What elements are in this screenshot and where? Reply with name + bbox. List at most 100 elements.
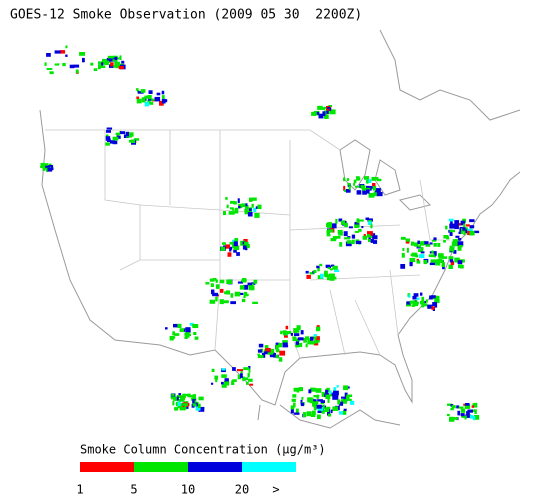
smoke-pixel xyxy=(329,276,333,279)
smoke-pixel xyxy=(368,192,375,198)
smoke-pixel xyxy=(443,235,449,239)
smoke-pixel xyxy=(232,243,235,249)
smoke-pixel xyxy=(296,387,300,393)
smoke-pixel xyxy=(226,382,230,386)
smoke-pixel xyxy=(226,290,230,295)
smoke-pixel xyxy=(453,417,458,420)
smoke-pixel xyxy=(376,192,383,197)
smoke-pixel xyxy=(107,55,114,59)
smoke-pixel xyxy=(347,182,351,186)
smoke-pixel xyxy=(242,278,247,283)
smoke-pixel xyxy=(293,387,299,392)
smoke-pixel xyxy=(349,400,355,405)
smoke-pixel xyxy=(257,349,262,353)
smoke-pixel xyxy=(457,260,463,265)
smoke-pixel xyxy=(324,270,328,275)
smoke-pixel xyxy=(205,282,210,285)
smoke-pixel xyxy=(405,238,410,243)
smoke-pixel xyxy=(329,273,335,277)
smoke-pixel xyxy=(159,100,164,106)
smoke-pixel xyxy=(249,208,252,212)
smoke-pixel xyxy=(420,251,425,254)
smoke-pixel xyxy=(243,295,246,298)
smoke-pixel xyxy=(366,179,369,184)
smoke-pixel xyxy=(161,90,165,95)
smoke-pixel xyxy=(215,279,218,283)
smoke-pixel xyxy=(423,260,428,265)
smoke-pixel xyxy=(325,274,330,278)
smoke-pixel xyxy=(431,250,434,254)
smoke-pixel xyxy=(212,278,217,281)
smoke-pixel xyxy=(98,61,103,65)
smoke-pixel xyxy=(453,250,457,254)
smoke-pixel xyxy=(431,306,435,310)
smoke-pixel xyxy=(283,332,288,336)
smoke-pixel xyxy=(460,220,466,226)
smoke-pixel xyxy=(115,132,121,136)
smoke-pixel xyxy=(405,241,410,244)
smoke-pixel xyxy=(425,299,428,303)
smoke-pixel xyxy=(79,52,85,56)
smoke-pixel xyxy=(293,402,296,408)
smoke-pixel xyxy=(463,230,466,236)
smoke-pixel xyxy=(467,409,473,413)
smoke-pixel xyxy=(263,351,270,355)
smoke-pixel xyxy=(221,384,227,388)
smoke-pixel xyxy=(242,377,249,381)
smoke-pixel xyxy=(305,336,309,340)
smoke-pixel xyxy=(409,300,416,304)
smoke-pixel xyxy=(318,113,324,119)
smoke-pixel xyxy=(325,264,331,268)
smoke-pixel xyxy=(449,223,456,229)
smoke-pixel xyxy=(313,395,320,398)
smoke-pixel xyxy=(338,218,343,222)
smoke-pixel xyxy=(46,68,53,70)
smoke-pixel xyxy=(215,284,220,289)
smoke-pixel xyxy=(144,95,150,99)
smoke-pixel xyxy=(54,63,59,66)
smoke-pixel xyxy=(324,114,329,119)
smoke-pixel xyxy=(170,394,174,398)
smoke-pixel xyxy=(180,396,185,401)
smoke-pixel xyxy=(182,403,188,406)
smoke-pixel xyxy=(351,239,355,245)
smoke-pixel xyxy=(178,393,182,396)
smoke-pixel xyxy=(105,136,111,141)
smoke-pixel xyxy=(101,62,104,67)
smoke-pixel xyxy=(237,374,241,380)
smoke-pixel xyxy=(406,301,411,305)
smoke-pixel xyxy=(118,65,124,70)
smoke-pixel xyxy=(348,185,351,190)
smoke-pixel xyxy=(337,229,343,234)
smoke-pixel xyxy=(103,60,109,65)
smoke-pixel xyxy=(347,398,352,401)
smoke-pixel xyxy=(457,410,461,416)
smoke-pixel xyxy=(219,299,224,305)
smoke-pixel xyxy=(144,101,150,107)
legend-title: Smoke Column Concentration (μg/m³) xyxy=(80,443,326,457)
smoke-pixel xyxy=(240,371,243,374)
smoke-pixel xyxy=(351,234,356,239)
smoke-pixel xyxy=(434,299,440,304)
smoke-pixel xyxy=(338,401,344,406)
smoke-pixel xyxy=(430,295,436,299)
smoke-pixel xyxy=(284,334,288,338)
smoke-pixel xyxy=(462,227,465,231)
smoke-pixel xyxy=(431,239,437,242)
smoke-pixel xyxy=(375,177,379,181)
smoke-pixel xyxy=(209,278,215,282)
smoke-pixel xyxy=(322,111,326,116)
smoke-pixel xyxy=(327,398,330,403)
smoke-pixel xyxy=(264,345,269,348)
smoke-pixel xyxy=(473,409,477,412)
smoke-pixel xyxy=(329,268,333,271)
smoke-pixel xyxy=(457,245,462,251)
smoke-pixel xyxy=(265,348,271,353)
smoke-pixel xyxy=(341,220,345,225)
smoke-pixel xyxy=(367,234,371,238)
smoke-pixel xyxy=(237,281,244,284)
smoke-pixel xyxy=(133,138,140,141)
smoke-pixel xyxy=(228,211,235,215)
smoke-pixel xyxy=(362,235,368,240)
smoke-pixel xyxy=(172,400,175,406)
